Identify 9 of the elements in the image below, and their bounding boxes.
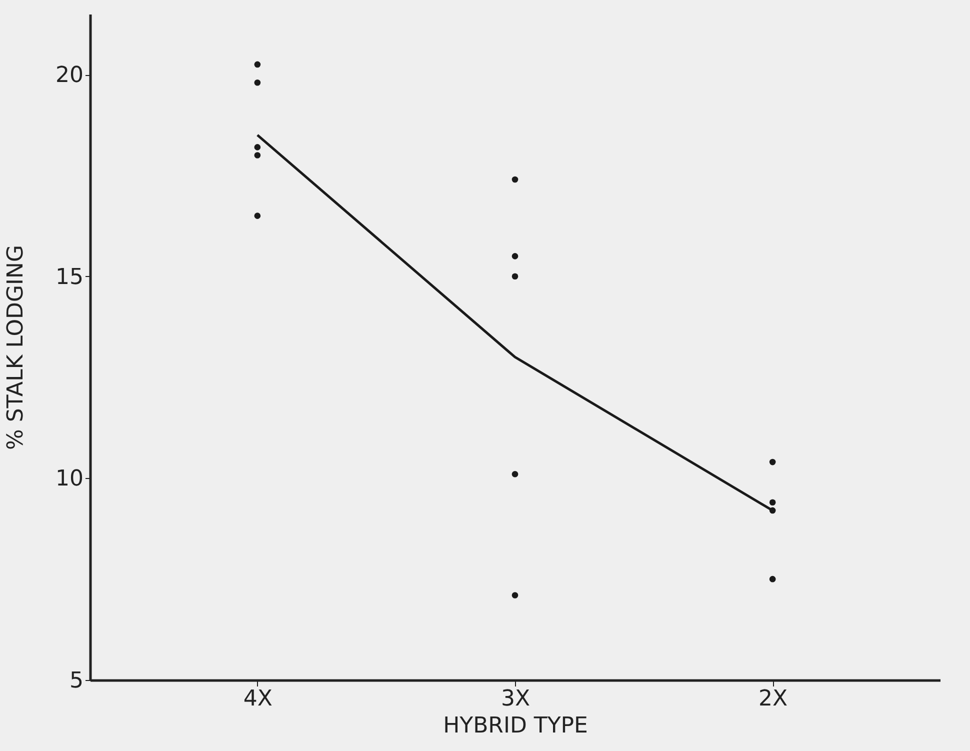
x-tick-label: 2X: [758, 686, 788, 712]
y-axis-title: % STALK LODGING: [4, 244, 29, 450]
y-tick-label: 15: [56, 264, 84, 290]
x-tick-label: 4X: [243, 686, 272, 712]
x-tick-label: 3X: [500, 686, 530, 712]
x-axis-title: HYBRID TYPE: [443, 714, 588, 738]
y-tick-label: 20: [56, 63, 84, 88]
y-tick-label: 5: [70, 668, 84, 694]
y-tick-label: 10: [56, 466, 84, 492]
